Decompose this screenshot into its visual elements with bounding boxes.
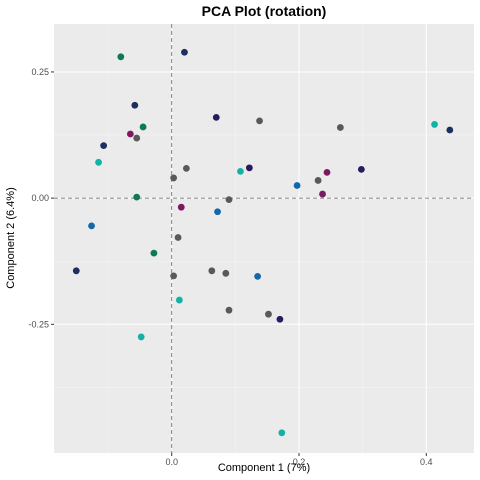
minor-gridlines [54,24,474,453]
data-point [182,164,190,172]
data-point [357,165,365,173]
y-tick-label: 0.25 [31,67,49,77]
data-point [150,249,158,257]
data-point [245,164,253,172]
data-point [88,222,95,230]
data-point [293,182,301,189]
data-point [208,267,216,275]
data-point [100,142,108,150]
data-point [170,174,178,182]
x-tick-label: 0.2 [293,457,306,467]
data-point [175,296,183,304]
data-point [225,196,233,204]
data-point [237,167,244,175]
data-point [336,124,344,131]
y-axis-ticks: 0.25 0.00 -0.25 [28,67,54,329]
data-point [131,101,139,109]
y-tick-label: 0.00 [31,193,49,203]
data-point [222,269,230,277]
x-tick-label: 0.4 [420,457,433,467]
data-point [314,177,322,184]
data-point [256,117,263,125]
y-tick-label: -0.25 [28,319,49,329]
data-point [431,121,438,128]
data-point [126,130,134,138]
y-axis-title: Component 2 (6.4%) [5,187,17,289]
data-point [72,267,80,275]
data-point [117,53,125,61]
data-point [181,48,188,56]
data-point [319,190,326,198]
data-point [323,168,331,176]
data-point [137,333,145,341]
data-point [265,310,272,318]
data-point [177,203,185,211]
data-point [170,272,178,280]
reference-lines [54,24,474,453]
data-point [95,158,102,166]
x-tick-label: 0.0 [165,457,178,467]
data-point [212,113,220,121]
data-point [254,272,262,280]
data-point [225,306,233,314]
data-point [139,123,147,131]
data-point [133,193,141,201]
plot-panel [54,24,474,453]
data-point [214,208,221,216]
data-points [72,48,454,437]
data-point [276,315,284,323]
data-point [174,234,182,241]
data-point [278,429,286,437]
data-point [446,126,454,134]
chart-title: PCA Plot (rotation) [202,3,327,19]
x-axis-ticks: 0.0 0.2 0.4 [165,453,433,467]
data-point [133,134,141,142]
x-axis-title: Component 1 (7%) [218,462,310,474]
